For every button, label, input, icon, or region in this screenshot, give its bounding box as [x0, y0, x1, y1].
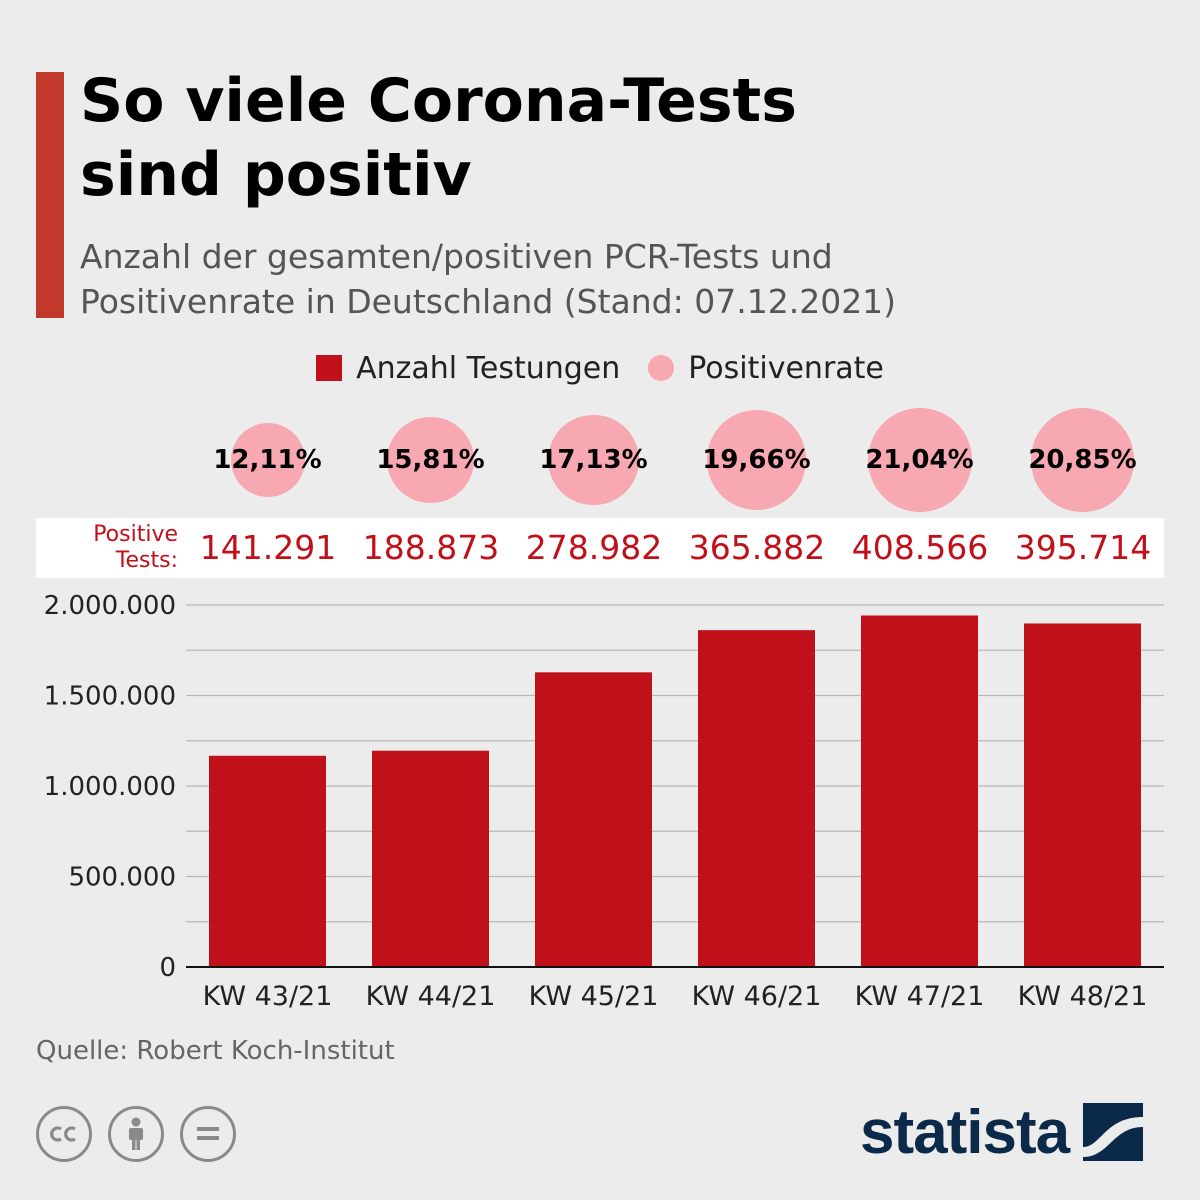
y-tick-label: 0 — [159, 953, 176, 983]
equals-glyph — [197, 1127, 219, 1140]
statista-wordmark: statista — [860, 1097, 1070, 1167]
legend-item-tests: Anzahl Testungen — [316, 351, 620, 386]
positive-rate-label: 15,81% — [376, 445, 485, 475]
positive-tests-caption: Positive Tests: — [40, 522, 178, 574]
positive-rate-bubble — [230, 423, 305, 497]
positive-rate-label: 20,85% — [1028, 445, 1137, 475]
y-tick-label: 1.000.000 — [44, 772, 176, 802]
chart-legend: Anzahl Testungen Positivenrate — [0, 345, 1200, 391]
positive-rate-bubble — [706, 410, 807, 510]
accent-bar — [36, 72, 64, 318]
cc-icon[interactable] — [36, 1106, 92, 1162]
bar — [861, 615, 978, 967]
no-derivatives-icon[interactable] — [180, 1106, 236, 1162]
positive-tests-value: 365.882 — [688, 528, 826, 567]
page-title: So viele Corona-Tests sind positiv — [80, 64, 1160, 212]
positive-rate-bubble — [548, 414, 639, 506]
x-tick-label: KW 44/21 — [366, 981, 496, 1012]
positive-rate-label: 21,04% — [865, 445, 974, 475]
positive-tests-value: 278.982 — [525, 528, 663, 567]
positive-tests-value: 395.714 — [1014, 528, 1152, 567]
statista-logo[interactable]: statista — [860, 1090, 1144, 1174]
cc-glyph — [50, 1126, 76, 1142]
legend-label-tests: Anzahl Testungen — [356, 350, 621, 386]
bar — [698, 630, 815, 967]
positive-tests-value: 141.291 — [199, 528, 337, 567]
x-tick-label: KW 46/21 — [692, 981, 822, 1012]
positive-rate-label: 12,11% — [213, 445, 322, 475]
x-tick-label: KW 43/21 — [203, 981, 333, 1012]
positive-tests-value: 188.873 — [362, 528, 500, 567]
page-subtitle: Anzahl der gesamten/positiven PCR-Tests … — [80, 234, 1160, 324]
positive-tests-strip — [36, 518, 1164, 578]
title-line-2: sind positiv — [80, 140, 472, 210]
bar-chart: 0 500.000 1.000.000 1.500.000 2.000.000 KW 43… — [44, 591, 1164, 1012]
legend-swatch-tests — [316, 355, 343, 381]
positive-rate-bubble — [387, 416, 474, 504]
positive-rate-label: 17,13% — [539, 445, 648, 475]
attribution-icon[interactable] — [108, 1106, 164, 1162]
statista-logo-icon — [1083, 1103, 1144, 1161]
bar — [1024, 623, 1141, 967]
subtitle-line-2: Positivenrate in Deutschland (Stand: 07.… — [80, 282, 897, 321]
x-tick-label: KW 48/21 — [1018, 981, 1148, 1012]
source-note: Quelle: Robert Koch-Institut — [36, 1036, 395, 1066]
legend-swatch-rate — [648, 355, 675, 381]
legend-label-rate: Positivenrate — [688, 350, 884, 386]
person-glyph — [129, 1117, 143, 1150]
bar — [209, 755, 326, 967]
bar — [535, 672, 652, 967]
x-tick-label: KW 45/21 — [529, 981, 659, 1012]
bar — [372, 750, 489, 967]
positive-tests-caption-line-1: Positive — [93, 522, 178, 547]
y-tick-label: 500.000 — [68, 863, 176, 893]
y-tick-label: 1.500.000 — [44, 682, 176, 712]
positive-tests-caption-line-2: Tests: — [115, 548, 178, 573]
positive-rate-label: 19,66% — [702, 445, 811, 475]
positive-tests-value: 408.566 — [851, 528, 989, 567]
positive-rate-bubble — [1030, 408, 1135, 512]
positive-rate-bubble — [867, 408, 972, 512]
x-tick-label: KW 47/21 — [855, 981, 985, 1012]
title-line-1: So viele Corona-Tests — [80, 66, 797, 136]
y-tick-label: 2.000.000 — [44, 591, 176, 621]
legend-item-rate: Positivenrate — [648, 351, 884, 386]
subtitle-line-1: Anzahl der gesamten/positiven PCR-Tests … — [80, 237, 833, 276]
